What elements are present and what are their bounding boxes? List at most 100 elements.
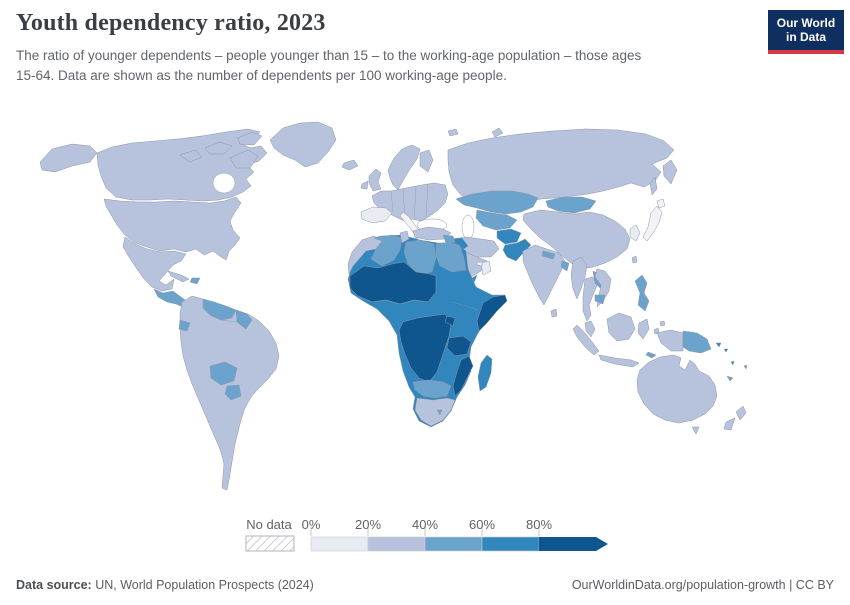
country-mexico[interactable] xyxy=(122,236,187,292)
country-cambodia[interactable] xyxy=(594,294,606,305)
legend-swatch-80-plus[interactable] xyxy=(539,537,608,551)
country-central-asia[interactable] xyxy=(475,209,518,231)
country-kazakhstan[interactable] xyxy=(455,190,539,215)
country-moluccas-2[interactable] xyxy=(659,320,666,327)
owid-logo-line1: Our World xyxy=(776,15,836,30)
country-nz-south[interactable] xyxy=(723,417,736,431)
country-baffin-island[interactable] xyxy=(229,149,259,169)
country-solomon-2[interactable] xyxy=(723,348,729,353)
country-south-africa[interactable] xyxy=(414,397,456,427)
chart-subtitle: The ratio of younger dependents – people… xyxy=(16,46,756,87)
hudson-bay xyxy=(212,172,236,194)
country-solomon-1[interactable] xyxy=(715,342,722,348)
border-europe-3 xyxy=(413,186,417,221)
country-arctic-island-1[interactable] xyxy=(204,141,233,155)
footer-link[interactable]: OurWorldinData.org/population-growth | C… xyxy=(571,578,834,592)
country-somalia[interactable] xyxy=(476,294,508,332)
country-nepal[interactable] xyxy=(541,250,556,260)
country-tasmania[interactable] xyxy=(691,426,700,435)
country-vanuatu[interactable] xyxy=(730,360,735,366)
country-uganda[interactable] xyxy=(444,315,456,327)
country-uk[interactable] xyxy=(368,168,382,192)
country-nz-north[interactable] xyxy=(735,405,747,421)
country-hispaniola[interactable] xyxy=(189,277,201,285)
country-bolivia[interactable] xyxy=(209,361,238,386)
country-sakhalin[interactable] xyxy=(649,176,658,196)
country-kamchatka[interactable] xyxy=(662,159,678,185)
country-west-new-guinea[interactable] xyxy=(656,329,684,352)
country-madagascar[interactable] xyxy=(477,354,493,392)
legend-swatch-0-20[interactable] xyxy=(310,536,369,552)
country-arctic-island-2[interactable] xyxy=(237,131,263,146)
country-java[interactable] xyxy=(598,354,640,368)
country-taiwan[interactable] xyxy=(631,255,638,264)
country-greenland[interactable] xyxy=(269,121,337,168)
country-paraguay[interactable] xyxy=(224,384,242,401)
legend-swatch-40-60[interactable] xyxy=(424,536,483,552)
country-usa[interactable] xyxy=(103,196,242,261)
legend-swatch-60-80[interactable] xyxy=(481,536,540,552)
country-scandinavia[interactable] xyxy=(387,144,421,191)
country-fiji[interactable] xyxy=(743,364,748,370)
country-svalbard[interactable] xyxy=(447,128,459,137)
legend-no-data-swatch[interactable] xyxy=(245,535,295,552)
data-source-label: Data source: xyxy=(16,578,92,592)
country-egypt[interactable] xyxy=(435,241,467,273)
country-arctic-island-3[interactable] xyxy=(179,149,203,163)
country-drc-angola[interactable] xyxy=(398,313,452,383)
country-tunisia[interactable] xyxy=(399,230,410,244)
country-mozambique[interactable] xyxy=(452,355,474,397)
border-west-africa xyxy=(357,295,429,305)
border-europe-1 xyxy=(390,190,394,213)
country-sulawesi[interactable] xyxy=(637,318,650,340)
country-mongolia[interactable] xyxy=(545,196,597,214)
country-myanmar[interactable] xyxy=(570,256,588,300)
country-new-caledonia[interactable] xyxy=(726,375,734,382)
country-india[interactable] xyxy=(522,244,566,306)
country-tanzania[interactable] xyxy=(446,335,472,357)
country-ireland[interactable] xyxy=(360,180,369,190)
legend-no-data-label: No data xyxy=(246,517,292,532)
country-bangladesh[interactable] xyxy=(560,260,570,272)
chart-footer: Data source: UN, World Population Prospe… xyxy=(0,578,850,592)
country-japan[interactable] xyxy=(642,205,663,242)
country-cuba[interactable] xyxy=(167,270,190,283)
country-timor[interactable] xyxy=(645,351,657,359)
owid-logo[interactable]: Our World in Data xyxy=(768,10,844,54)
country-namibia-botswana[interactable] xyxy=(412,379,452,399)
country-ecuador[interactable] xyxy=(178,319,191,332)
country-alaska[interactable] xyxy=(39,143,98,173)
country-algeria[interactable] xyxy=(370,234,403,267)
country-philippines[interactable] xyxy=(634,274,650,312)
country-finland[interactable] xyxy=(419,149,434,173)
country-libya[interactable] xyxy=(403,239,437,275)
chart-header: Youth dependency ratio, 2023 The ratio o… xyxy=(16,10,756,87)
country-uae[interactable] xyxy=(476,261,484,267)
country-syria[interactable] xyxy=(442,234,456,244)
country-oman[interactable] xyxy=(480,260,492,276)
country-borneo[interactable] xyxy=(606,312,636,342)
country-malaysia[interactable] xyxy=(584,320,596,338)
country-venezuela[interactable] xyxy=(202,298,237,321)
legend-label-80: 80% xyxy=(526,517,552,532)
country-afghanistan[interactable] xyxy=(496,228,522,245)
country-hokkaido[interactable] xyxy=(656,198,666,209)
legend-swatch-20-40[interactable] xyxy=(367,536,426,552)
country-australia[interactable] xyxy=(636,354,718,424)
country-sri-lanka[interactable] xyxy=(550,308,558,318)
country-korea[interactable] xyxy=(629,224,641,242)
country-iceland[interactable] xyxy=(341,159,359,171)
subtitle-line1: The ratio of younger dependents – people… xyxy=(16,48,642,63)
border-europe-4 xyxy=(425,183,429,218)
legend-label-0: 0% xyxy=(302,517,321,532)
country-spain[interactable] xyxy=(360,206,393,224)
country-lesotho[interactable] xyxy=(436,409,443,416)
caspian-sea xyxy=(461,214,475,240)
owid-logo-line2: in Data xyxy=(785,30,826,44)
country-papua-new-guinea[interactable] xyxy=(682,330,712,354)
country-sumatra[interactable] xyxy=(572,324,600,356)
country-novaya-zemlya[interactable] xyxy=(491,127,504,138)
subtitle-line2: 15-64. Data are shown as the number of d… xyxy=(16,68,507,84)
country-china[interactable] xyxy=(522,209,631,270)
